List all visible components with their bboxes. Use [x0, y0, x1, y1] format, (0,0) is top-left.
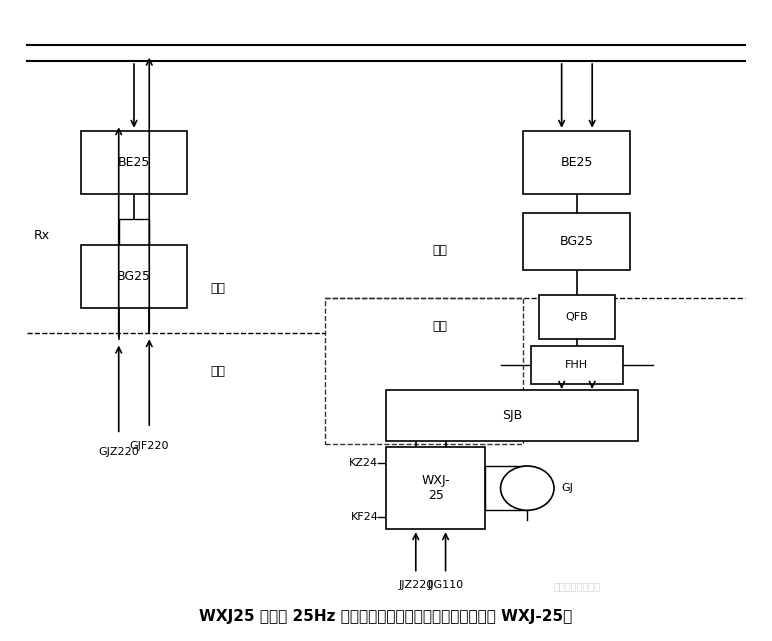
Text: BE25: BE25 — [560, 156, 593, 169]
Bar — [119, 219, 149, 251]
Text: BE25: BE25 — [118, 156, 151, 169]
Bar — [386, 447, 486, 529]
Text: 室内: 室内 — [432, 320, 447, 333]
Text: JJZ220: JJZ220 — [398, 580, 433, 590]
Text: BG25: BG25 — [117, 270, 151, 283]
Text: Rx: Rx — [34, 229, 50, 242]
Bar — [539, 296, 615, 340]
Bar — [386, 390, 638, 441]
Bar — [80, 245, 188, 308]
Text: 室内: 室内 — [211, 365, 225, 378]
Text: 铁路信号技术交流: 铁路信号技术交流 — [554, 581, 601, 591]
Text: 室外: 室外 — [211, 283, 225, 296]
Bar — [80, 131, 188, 194]
Circle shape — [500, 466, 554, 510]
Bar — [523, 213, 631, 270]
Bar — [531, 345, 623, 384]
Text: 室外: 室外 — [432, 244, 447, 258]
Text: SJB: SJB — [502, 409, 522, 422]
Text: WXJ25 微电子 25Hz 相敏轨道电路设备组成框图（侧线单套 WXJ-25）: WXJ25 微电子 25Hz 相敏轨道电路设备组成框图（侧线单套 WXJ-25） — [199, 609, 573, 624]
Text: QFB: QFB — [566, 312, 588, 322]
Text: GJF220: GJF220 — [130, 441, 169, 451]
Text: KF24: KF24 — [350, 512, 378, 522]
Text: FHH: FHH — [565, 360, 588, 370]
Bar — [325, 298, 523, 444]
Text: GJ: GJ — [562, 483, 574, 493]
Text: JJG110: JJG110 — [428, 580, 464, 590]
Text: KZ24: KZ24 — [349, 458, 378, 468]
Text: BG25: BG25 — [560, 235, 594, 248]
Text: WXJ-
25: WXJ- 25 — [422, 474, 450, 502]
Bar — [523, 131, 631, 194]
Text: GJZ220: GJZ220 — [98, 447, 139, 457]
